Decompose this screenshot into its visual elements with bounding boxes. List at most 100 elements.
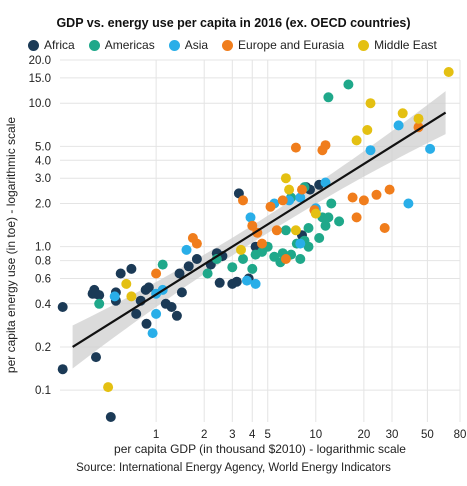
legend-item: Asia <box>168 38 209 52</box>
data-point <box>351 135 362 146</box>
x-tick-label: 4 <box>249 429 256 441</box>
trendline-group <box>72 111 447 348</box>
legend-item: Middle East <box>358 38 437 52</box>
data-point <box>91 352 101 363</box>
x-axis-ticks: 1 2 3 4 5 10 20 30 50 80 <box>153 429 466 441</box>
data-point <box>236 244 246 255</box>
y-tick-label: 1.0 <box>35 242 51 254</box>
legend-label: Europe and Eurasia <box>238 38 345 52</box>
data-point <box>176 287 187 298</box>
x-tick-label: 2 <box>201 429 207 441</box>
data-point <box>303 241 314 252</box>
legend-item: Americas <box>88 38 155 52</box>
legend-label: Asia <box>184 38 209 52</box>
data-point <box>105 412 116 422</box>
x-tick-label: 5 <box>265 429 271 441</box>
trendline <box>72 111 447 348</box>
chart-title: GDP vs. energy use per capita in 2016 (e… <box>56 16 411 30</box>
data-point <box>157 259 168 270</box>
data-point <box>320 177 331 188</box>
data-point <box>297 184 307 195</box>
legend-marker <box>88 39 100 51</box>
x-tick-label: 1 <box>153 429 159 441</box>
data-point <box>147 328 158 339</box>
data-point <box>295 238 306 249</box>
data-point <box>323 212 334 223</box>
x-tick-label: 20 <box>357 429 370 441</box>
legend-item: Africa <box>28 38 75 52</box>
y-tick-label: 20.0 <box>29 55 51 67</box>
data-point <box>183 261 194 272</box>
data-point <box>365 98 376 109</box>
data-point <box>191 238 202 249</box>
data-point <box>141 318 152 329</box>
data-point <box>326 198 337 209</box>
data-point <box>284 184 295 195</box>
data-point <box>365 145 376 156</box>
data-point <box>109 291 120 302</box>
x-tick-label: 50 <box>421 429 434 441</box>
data-point <box>126 263 137 274</box>
data-point <box>397 108 408 119</box>
data-point <box>362 125 373 135</box>
legend-marker <box>358 39 370 51</box>
data-point <box>271 225 282 236</box>
data-point <box>121 278 132 289</box>
data-point <box>413 122 424 133</box>
data-point <box>166 302 177 312</box>
data-point <box>334 216 345 227</box>
legend-marker <box>222 39 234 51</box>
data-point <box>379 223 390 233</box>
data-point <box>290 225 301 236</box>
data-point <box>238 254 248 264</box>
y-tick-label: 4.0 <box>35 155 51 167</box>
data-point <box>358 195 369 206</box>
data-point <box>403 198 414 209</box>
data-point <box>57 302 68 312</box>
legend-item: Europe and Eurasia <box>222 38 344 52</box>
data-point <box>384 184 395 195</box>
data-point <box>310 208 321 219</box>
x-tick-label: 30 <box>386 429 399 441</box>
y-tick-label: 0.6 <box>35 274 51 286</box>
data-point <box>280 173 291 184</box>
data-point <box>247 220 258 231</box>
y-axis-ticks: 0.1 0.2 0.4 0.6 0.8 1.0 2.0 3.0 4.0 5.0 10.0 15.0 20… <box>29 55 52 397</box>
legend-marker <box>168 39 180 51</box>
y-tick-label: 10.0 <box>29 98 51 110</box>
y-axis-label: per capita energy use (in toe) - logarit… <box>4 117 18 373</box>
data-point <box>277 195 288 206</box>
data-point <box>351 212 362 223</box>
data-point <box>347 192 358 203</box>
data-point <box>343 79 354 90</box>
data-point <box>126 291 137 302</box>
y-tick-label: 15.0 <box>29 73 51 85</box>
data-point <box>265 201 276 212</box>
data-point <box>103 382 114 393</box>
data-point <box>131 308 142 319</box>
data-point <box>171 310 182 321</box>
data-point <box>250 278 261 289</box>
data-point <box>320 140 331 151</box>
data-point <box>211 254 222 264</box>
data-point <box>238 195 248 206</box>
data-points <box>57 67 454 422</box>
legend-label: Africa <box>44 38 75 52</box>
legend-marker <box>28 39 39 51</box>
x-tick-label: 3 <box>229 429 235 441</box>
legend-label: Americas <box>104 38 155 52</box>
x-axis-label: per capita GDP (in thousand $2010) - log… <box>114 442 406 456</box>
data-point <box>323 92 334 103</box>
data-point <box>413 113 424 124</box>
data-point <box>295 254 306 264</box>
data-point <box>371 189 382 200</box>
data-point <box>257 238 267 249</box>
data-point <box>314 233 325 243</box>
data-point <box>151 268 162 279</box>
legend-label: Middle East <box>374 38 437 52</box>
data-point <box>151 308 162 319</box>
data-point <box>94 290 105 301</box>
data-point <box>174 268 185 279</box>
data-point <box>393 120 404 131</box>
data-point <box>247 263 258 274</box>
